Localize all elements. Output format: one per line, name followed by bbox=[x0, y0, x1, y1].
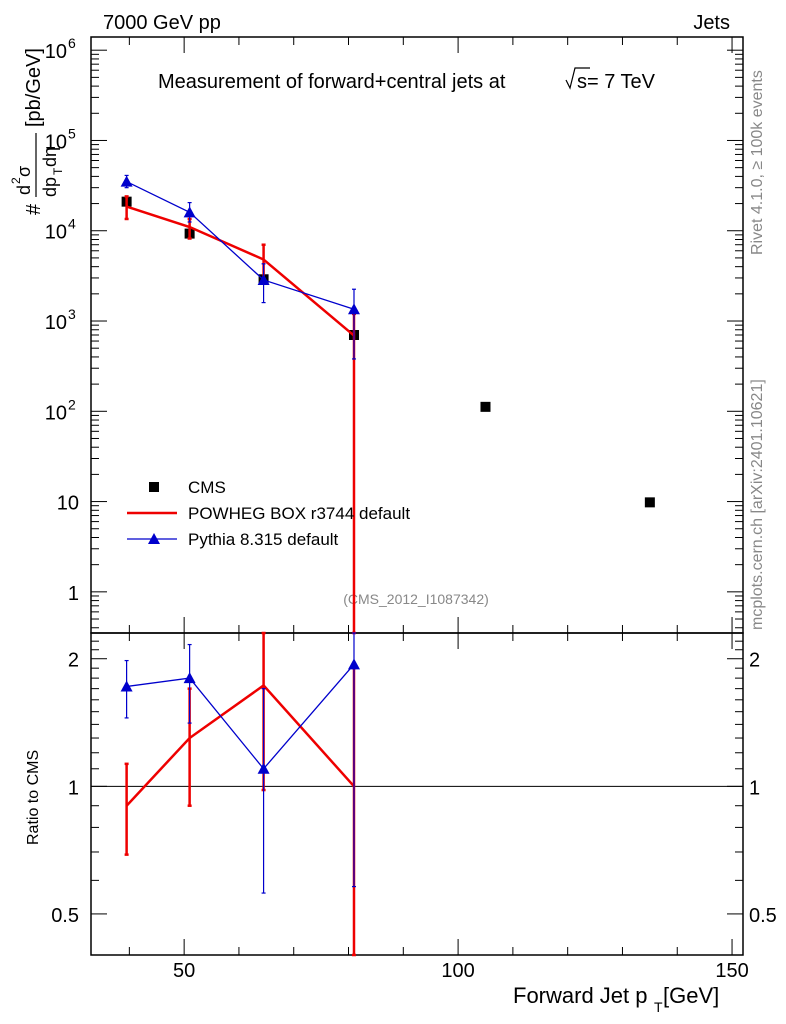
analysis-id: (CMS_2012_I1087342) bbox=[343, 591, 489, 607]
title-sqrt-s: s bbox=[577, 71, 587, 93]
xlabel-main: Forward Jet p bbox=[513, 983, 648, 1008]
ratio-tick-label: 1 bbox=[68, 777, 79, 799]
series-cms bbox=[121, 196, 655, 508]
header-right: Jets bbox=[693, 12, 730, 34]
ylabel-den-eta: dη bbox=[40, 147, 60, 167]
series-layer bbox=[120, 174, 655, 957]
y-axis-label: # d 2 σ dp T dη [pb/GeV] bbox=[9, 48, 65, 215]
y-tick-exponent: 3 bbox=[68, 306, 76, 322]
x-tick-label: 50 bbox=[173, 960, 195, 982]
data-point bbox=[183, 206, 196, 218]
ratio-point bbox=[120, 680, 133, 692]
svg-text:Forward Jet p: Forward Jet p bbox=[513, 983, 648, 1008]
ratio-tick-label-right: 2 bbox=[749, 650, 760, 672]
ylabel-unit: [pb/GeV] bbox=[23, 48, 45, 127]
ratio-point bbox=[257, 762, 270, 774]
ratio-plot-frame bbox=[90, 632, 744, 956]
ratio-point bbox=[347, 658, 360, 670]
ratio-point bbox=[183, 672, 196, 684]
ratio-tick-label-right: 1 bbox=[749, 777, 760, 799]
series-line bbox=[126, 181, 355, 310]
sqrt-symbol bbox=[565, 67, 590, 90]
legend-label: POWHEG BOX r3744 default bbox=[188, 504, 410, 523]
ratio-tick-label-right: 0.5 bbox=[749, 905, 777, 927]
ratio-tick-label: 0.5 bbox=[51, 905, 79, 927]
ratio-tick-label: 2 bbox=[68, 650, 79, 672]
plot-title: Measurement of forward+central jets at s… bbox=[158, 67, 656, 93]
legend: CMS POWHEG BOX r3744 default Pythia 8.315 … bbox=[127, 478, 410, 549]
legend-label: CMS bbox=[188, 478, 226, 497]
y-tick-label: 10 bbox=[45, 131, 67, 153]
data-point bbox=[347, 303, 360, 315]
xlabel-unit: [GeV] bbox=[663, 983, 719, 1008]
y-tick-label: 10 bbox=[57, 493, 79, 515]
legend-label: Pythia 8.315 default bbox=[188, 530, 339, 549]
data-point bbox=[120, 175, 133, 187]
data-point bbox=[257, 273, 270, 285]
title-prefix: Measurement of forward+central jets at bbox=[158, 71, 506, 93]
ratio-y-axis-label: Ratio to CMS bbox=[25, 750, 42, 845]
x-tick-label: 100 bbox=[441, 960, 474, 982]
y-tick-exponent: 4 bbox=[68, 216, 76, 232]
cms-data-point bbox=[644, 497, 655, 508]
y-tick-exponent: 5 bbox=[68, 125, 76, 141]
legend-marker-triangle bbox=[148, 533, 160, 544]
series-line bbox=[126, 205, 355, 337]
legend-marker-square bbox=[149, 482, 159, 492]
y-tick-label: 10 bbox=[45, 41, 67, 63]
y-tick-label: 1 bbox=[68, 583, 79, 605]
mcplots-label: mcplots.cern.ch [arXiv:2401.10621] bbox=[749, 379, 766, 630]
ylabel-den-sub: T bbox=[51, 167, 65, 175]
xlabel-sub: T bbox=[654, 999, 663, 1015]
ylabel-hash: # bbox=[23, 203, 45, 215]
ylabel-num-sigma: σ bbox=[14, 166, 34, 177]
rivet-label: Rivet 4.1.0, ≥ 100k events bbox=[749, 70, 766, 255]
series-powheg bbox=[124, 195, 356, 957]
series-pythia bbox=[120, 174, 360, 894]
y-tick-exponent: 6 bbox=[68, 35, 76, 51]
y-tick-exponent: 2 bbox=[68, 396, 76, 412]
ratio-line bbox=[125, 683, 355, 807]
title-suffix: = 7 TeV bbox=[587, 71, 656, 93]
x-tick-label: 150 bbox=[715, 960, 748, 982]
svg-text:Measurement of forward+central: Measurement of forward+central jets at bbox=[158, 71, 506, 93]
ylabel-num-sup: 2 bbox=[9, 177, 23, 184]
ylabel-den-dp: dp bbox=[40, 177, 60, 197]
y-tick-label: 10 bbox=[45, 312, 67, 334]
y-tick-label: 10 bbox=[45, 222, 67, 244]
cms-data-point bbox=[480, 401, 491, 412]
x-axis-label: Forward Jet p T [GeV] bbox=[513, 983, 719, 1015]
header-left: 7000 GeV pp bbox=[103, 12, 221, 34]
ratio-line bbox=[126, 663, 355, 770]
y-tick-label: 10 bbox=[45, 402, 67, 424]
ylabel-num-d: d bbox=[14, 185, 34, 195]
